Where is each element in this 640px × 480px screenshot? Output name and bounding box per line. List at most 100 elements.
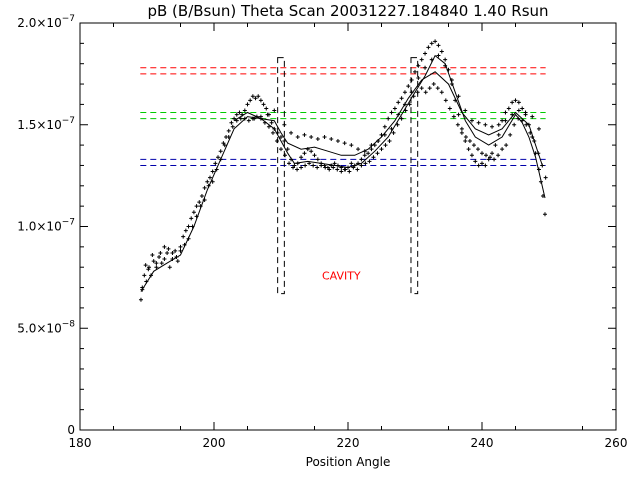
data-point xyxy=(389,110,394,115)
data-point xyxy=(426,45,431,50)
data-point xyxy=(302,132,307,137)
data-point xyxy=(476,163,481,168)
data-point xyxy=(490,151,495,156)
data-point xyxy=(162,244,167,249)
data-point xyxy=(516,100,521,105)
data-point xyxy=(246,118,251,123)
data-point xyxy=(496,132,501,137)
data-point xyxy=(175,259,180,264)
data-point xyxy=(443,57,448,62)
data-point xyxy=(266,124,271,129)
data-point xyxy=(383,143,388,148)
data-point xyxy=(178,244,183,249)
data-point xyxy=(213,161,218,166)
data-point xyxy=(431,82,436,87)
data-point xyxy=(205,179,210,184)
data-point xyxy=(523,110,528,115)
data-point xyxy=(456,94,461,99)
cavity-boundary-marker xyxy=(277,57,285,295)
data-point xyxy=(359,157,364,162)
data-point xyxy=(329,136,334,141)
data-point xyxy=(159,261,164,266)
data-point xyxy=(270,130,275,135)
y-tick-label: 5.0×10−8 xyxy=(17,319,75,335)
data-point xyxy=(265,112,270,117)
data-point xyxy=(427,86,432,91)
data-point xyxy=(291,165,296,170)
data-point xyxy=(323,165,328,170)
data-point xyxy=(366,151,371,156)
data-point xyxy=(416,75,421,80)
data-point xyxy=(375,151,380,156)
data-point xyxy=(455,122,460,127)
chart-title: pB (B/Bsun) Theta Scan 20031227.184840 1… xyxy=(147,2,548,20)
data-point xyxy=(469,118,474,123)
data-point xyxy=(295,167,300,172)
data-point xyxy=(256,94,261,99)
data-point xyxy=(387,139,392,144)
y-tick-label: 1.5×10−7 xyxy=(17,116,75,132)
data-point xyxy=(369,147,374,152)
data-point xyxy=(315,157,320,162)
data-point xyxy=(436,53,441,58)
data-point xyxy=(242,108,247,113)
data-point xyxy=(248,98,253,103)
data-point xyxy=(391,130,396,135)
data-point xyxy=(512,122,517,127)
x-tick-label: 260 xyxy=(605,436,628,450)
data-point xyxy=(355,167,360,172)
data-point xyxy=(178,248,183,253)
data-point xyxy=(197,200,202,205)
data-point xyxy=(463,134,468,139)
data-point xyxy=(269,120,274,125)
data-point xyxy=(299,165,304,170)
data-point xyxy=(399,96,404,101)
data-point xyxy=(506,106,511,111)
data-point xyxy=(423,51,428,56)
data-point xyxy=(327,167,332,172)
data-point xyxy=(332,161,337,166)
axes: 180 200 220 240 260 0 5.0×10−8 1.0×10−7 1.5×10−7… xyxy=(17,14,627,450)
data-point xyxy=(500,147,505,152)
data-point xyxy=(367,159,372,164)
data-point xyxy=(285,147,290,152)
data-series xyxy=(138,39,548,302)
data-point xyxy=(283,153,288,158)
data-point xyxy=(299,155,304,160)
data-point xyxy=(459,126,464,131)
data-point xyxy=(435,86,440,91)
data-point xyxy=(347,169,352,174)
data-point xyxy=(261,102,266,107)
data-point xyxy=(407,102,412,107)
data-point xyxy=(513,98,518,103)
data-point xyxy=(503,118,508,123)
data-point xyxy=(362,153,367,158)
data-point xyxy=(496,122,501,127)
data-point xyxy=(406,84,411,89)
reference-lines xyxy=(140,67,546,166)
data-point xyxy=(138,297,143,302)
data-point xyxy=(392,106,397,111)
data-point xyxy=(342,141,347,146)
data-point xyxy=(399,116,404,121)
cavity-annotation: CAVITY xyxy=(322,269,361,282)
data-point xyxy=(245,102,250,107)
data-point xyxy=(484,153,489,158)
data-point xyxy=(315,165,320,170)
data-point xyxy=(433,39,438,44)
data-point xyxy=(315,136,320,141)
data-point xyxy=(319,163,324,168)
data-point xyxy=(473,159,478,164)
data-point xyxy=(166,246,171,251)
data-point xyxy=(167,265,172,270)
data-point xyxy=(335,139,340,144)
data-point xyxy=(359,163,364,168)
data-point xyxy=(302,151,307,156)
data-point xyxy=(402,90,407,95)
data-point xyxy=(173,248,178,253)
data-point xyxy=(439,49,444,54)
data-point xyxy=(488,155,493,160)
data-point xyxy=(181,234,186,239)
data-point xyxy=(395,122,400,127)
